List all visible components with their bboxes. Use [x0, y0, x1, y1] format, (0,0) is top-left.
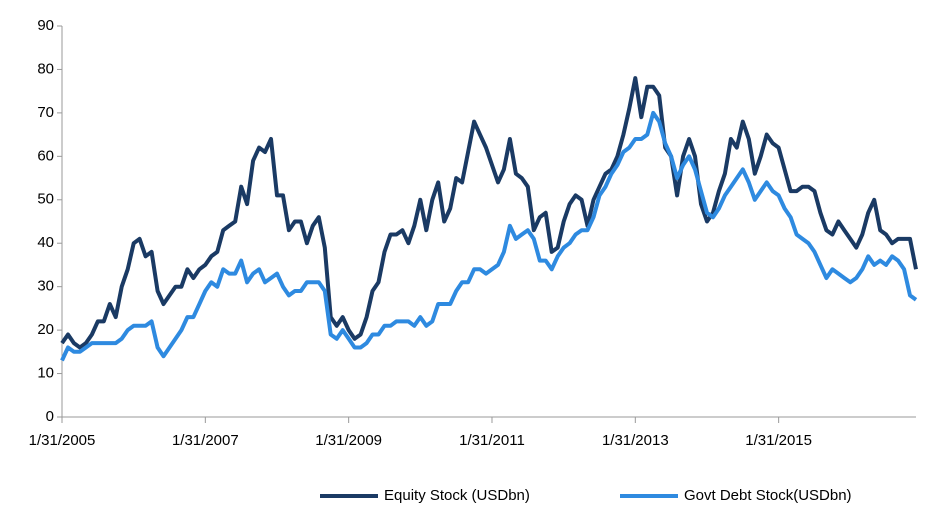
y-tick-label: 40 — [37, 234, 54, 251]
y-tick-label: 20 — [37, 321, 54, 338]
x-tick-label: 1/31/2007 — [172, 432, 239, 449]
x-tick-label: 1/31/2005 — [29, 432, 96, 449]
y-tick-label: 50 — [37, 191, 54, 208]
y-tick-label: 30 — [37, 278, 54, 295]
x-tick-label: 1/31/2015 — [745, 432, 812, 449]
series-line — [60, 76, 918, 350]
x-tick-label: 1/31/2013 — [602, 432, 669, 449]
y-tick-label: 0 — [46, 408, 54, 425]
y-tick-label: 80 — [37, 60, 54, 77]
x-tick-label: 1/31/2011 — [459, 432, 525, 449]
series-line — [60, 110, 918, 362]
legend-label: Equity Stock (USDbn) — [384, 487, 530, 504]
y-tick-label: 90 — [37, 17, 54, 34]
legend-label: Govt Debt Stock(USDbn) — [684, 487, 852, 504]
y-tick-label: 10 — [37, 365, 54, 382]
y-tick-label: 60 — [37, 147, 54, 164]
y-tick-label: 70 — [37, 104, 54, 121]
x-tick-label: 1/31/2009 — [315, 432, 382, 449]
